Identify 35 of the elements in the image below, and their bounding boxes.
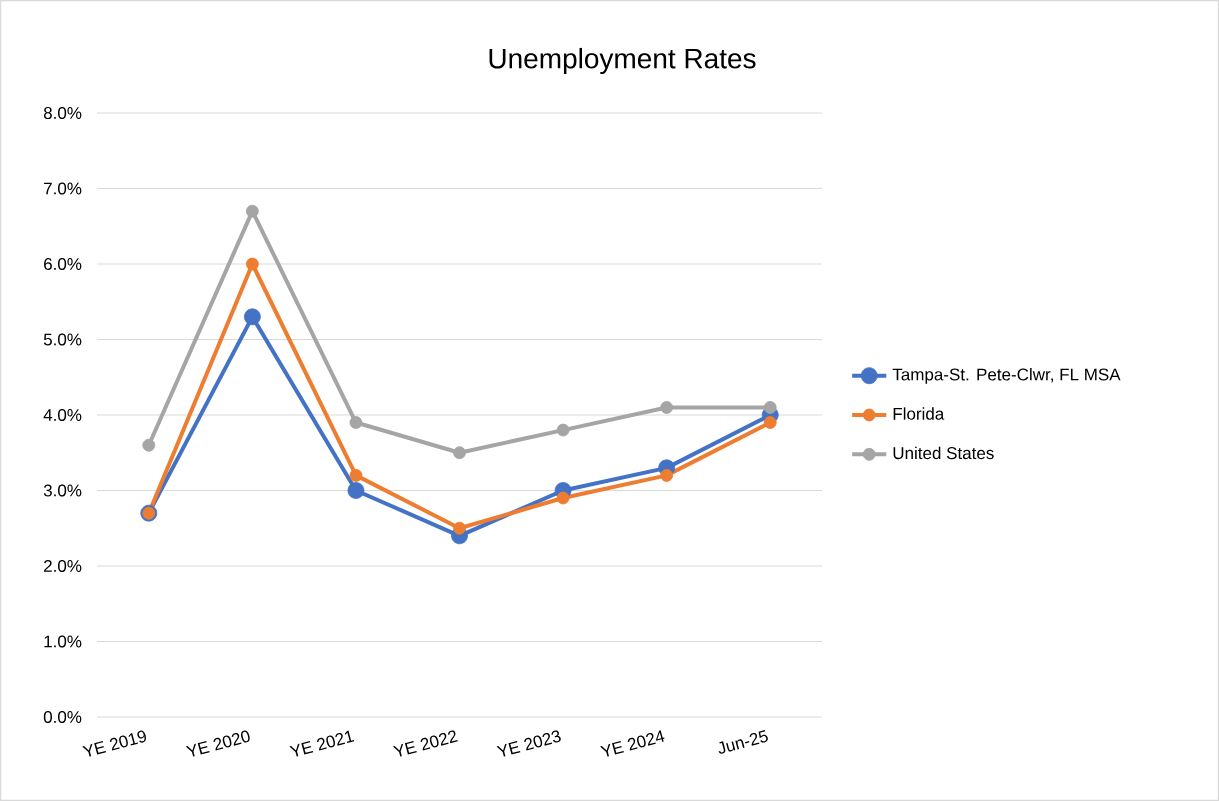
- y-tick-label: 8.0%: [43, 107, 82, 120]
- point: [349, 468, 363, 482]
- x-tick-label: YE 2023: [496, 730, 561, 757]
- point: [142, 438, 156, 452]
- x-tick-label: YE 2022: [392, 730, 458, 757]
- y-tick-label: 4.0%: [43, 408, 82, 421]
- y-tick-label: 3.0%: [43, 484, 82, 497]
- point: [347, 482, 365, 499]
- x-tick-label: YE 2020: [185, 730, 250, 757]
- legend-label: Tampa-St. Pete-Clwr, FL MSA: [892, 368, 1121, 384]
- legend-label: United States: [893, 446, 994, 460]
- y-tick-label: 7.0%: [44, 182, 82, 195]
- point: [556, 491, 570, 505]
- y-tick-label: 6.0%: [44, 257, 82, 271]
- point: [660, 401, 674, 414]
- point: [245, 204, 259, 218]
- y-tick-label: 2.0%: [44, 559, 82, 572]
- y-tick-label: 5.0%: [43, 333, 82, 346]
- point: [243, 308, 261, 326]
- point: [556, 423, 570, 437]
- x-tick-label: Jun-25: [718, 730, 768, 754]
- x-tick-label: YE 2024: [600, 730, 665, 757]
- point: [245, 257, 259, 271]
- point: [349, 416, 363, 429]
- chart-title: Unemployment Rates: [489, 47, 756, 75]
- point: [660, 468, 674, 482]
- x-tick-label: YE 2021: [289, 730, 355, 757]
- point: [453, 521, 466, 535]
- y-tick-label: 0.0%: [43, 710, 82, 723]
- point: [763, 401, 777, 414]
- point: [453, 446, 466, 460]
- legend-label: Florida: [893, 407, 945, 420]
- y-tick-label: 1.0%: [44, 635, 82, 648]
- point: [763, 416, 777, 429]
- x-tick-label: YE 2019: [82, 730, 146, 757]
